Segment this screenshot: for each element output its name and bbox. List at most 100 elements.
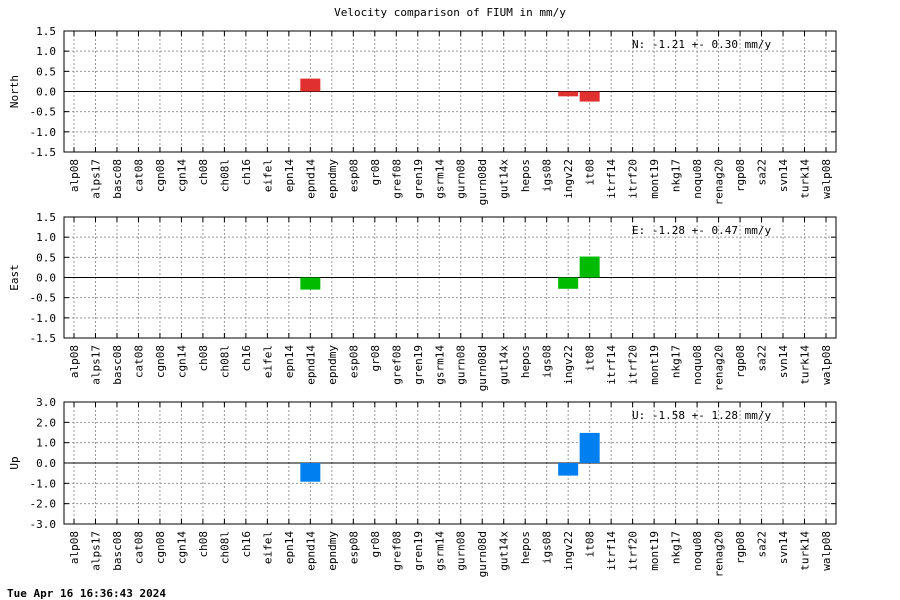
x-tick-label: rgp08	[734, 531, 747, 564]
x-tick-label: svn14	[777, 531, 790, 564]
x-tick-label: gurn08	[455, 159, 468, 199]
x-tick-label: walp08	[820, 345, 833, 385]
x-tick-label: ingv22	[562, 159, 575, 199]
x-tick-label: esp08	[347, 345, 360, 378]
x-tick-label: cat08	[132, 345, 145, 378]
stats-annotation: N: -1.21 +- 0.30 mm/y	[632, 38, 771, 51]
y-tick-label: 0.0	[36, 272, 56, 285]
x-tick-label: walp08	[820, 159, 833, 199]
x-tick-label: epndmy	[326, 345, 339, 385]
x-tick-label: noqu08	[691, 345, 704, 385]
y-tick-label: 1.0	[36, 231, 56, 244]
y-tick-label: 1.0	[36, 437, 56, 450]
x-tick-label: sa22	[756, 345, 769, 372]
x-tick-label: epn14	[283, 159, 296, 192]
x-tick-label: cgn08	[154, 159, 167, 192]
x-tick-label: mont19	[648, 531, 661, 571]
x-tick-label: it08	[584, 345, 597, 372]
x-tick-label: gurn08d	[476, 345, 489, 391]
x-tick-label: alp08	[68, 159, 81, 192]
x-tick-label: eifel	[261, 345, 274, 378]
x-tick-label: itrf20	[627, 531, 640, 571]
plot-frame	[63, 401, 837, 525]
bar-ingv22	[558, 463, 579, 476]
x-tick-label: rgp08	[734, 345, 747, 378]
x-tick-label: nkg17	[670, 159, 683, 192]
x-tick-label: renag20	[713, 159, 726, 205]
x-tick-label: itrf20	[627, 159, 640, 199]
x-tick-label: noqu08	[691, 531, 704, 571]
x-tick-label: gren19	[412, 531, 425, 571]
x-tick-label: gsrm14	[433, 531, 446, 571]
y-tick-label: 2.0	[36, 416, 56, 429]
x-tick-label: cgn14	[175, 345, 188, 378]
bar-it08	[579, 256, 600, 278]
x-tick-label: turk14	[799, 159, 812, 199]
x-tick-label: ch16	[240, 159, 253, 186]
bar-epnd14	[300, 277, 321, 290]
x-tick-label: ch08l	[218, 159, 231, 192]
y-tick-label: 1.5	[36, 211, 56, 224]
x-tick-label: igs08	[541, 159, 554, 192]
y-tick-label: -0.5	[30, 106, 57, 119]
bar-it08	[579, 432, 600, 463]
x-tick-label: epnd14	[304, 345, 317, 385]
y-tick-label: 1.5	[36, 25, 56, 38]
x-tick-label: it08	[584, 159, 597, 186]
x-tick-label: ch16	[240, 345, 253, 372]
x-tick-label: ch08l	[218, 531, 231, 564]
x-tick-label: epnd14	[304, 531, 317, 571]
x-tick-label: cat08	[132, 159, 145, 192]
x-tick-label: svn14	[777, 159, 790, 192]
x-tick-label: eifel	[261, 159, 274, 192]
x-tick-label: cgn08	[154, 531, 167, 564]
x-tick-label: hepos	[519, 531, 532, 564]
x-tick-label: sa22	[756, 531, 769, 558]
x-tick-label: gr08	[369, 159, 382, 186]
x-tick-label: mont19	[648, 159, 661, 199]
x-tick-label: renag20	[713, 345, 726, 391]
x-tick-label: hepos	[519, 159, 532, 192]
y-tick-label: -1.5	[30, 332, 57, 345]
x-tick-label: walp08	[820, 531, 833, 571]
panel-east: 1.5 1.0 0.5 0.0 -0.5 -1.0 -1.5 alp08 alps17 basc0…	[8, 211, 837, 391]
y-axis-label: East	[8, 264, 21, 291]
x-tick-label: basc08	[111, 531, 124, 571]
x-tick-label: gren19	[412, 345, 425, 385]
plot-frame	[63, 30, 837, 153]
x-tick-label: itrf14	[605, 159, 618, 199]
y-tick-label: -2.0	[30, 498, 57, 511]
x-tick-label: ingv22	[562, 345, 575, 385]
x-tick-label: gr08	[369, 531, 382, 558]
x-tick-label: ch08	[197, 159, 210, 186]
x-tick-label: esp08	[347, 159, 360, 192]
x-tick-label: basc08	[111, 345, 124, 385]
x-tick-label: basc08	[111, 159, 124, 199]
x-tick-label: cat08	[132, 531, 145, 564]
x-tick-label: nkg17	[670, 531, 683, 564]
y-axis-label: North	[8, 75, 21, 108]
chart-title: Velocity comparison of FIUM in mm/y	[334, 6, 566, 19]
x-tick-label: gsrm14	[433, 159, 446, 199]
x-tick-label: noqu08	[691, 159, 704, 199]
y-tick-label: -1.0	[30, 126, 57, 139]
x-tick-label: cgn14	[175, 159, 188, 192]
panel-north: 1.5 1.0 0.5 0.0 -0.5 -1.0 -1.5 alp08 alps17 basc0…	[8, 25, 837, 205]
x-tick-label: ch08l	[218, 345, 231, 378]
panel-up: 3.0 2.0 1.0 0.0 -1.0 -2.0 -3.0 alp08 alps17 basc0…	[8, 396, 837, 577]
x-tick-label: gut14x	[498, 159, 511, 199]
y-tick-label: -1.0	[30, 312, 57, 325]
stats-annotation: E: -1.28 +- 0.47 mm/y	[632, 224, 771, 237]
x-tick-label: ch08	[197, 345, 210, 372]
x-tick-label: turk14	[799, 531, 812, 571]
x-tick-label: mont19	[648, 345, 661, 385]
y-tick-label: 1.0	[36, 45, 56, 58]
x-tick-label: epnd14	[304, 159, 317, 199]
x-tick-label: epndmy	[326, 159, 339, 199]
y-axis-label: Up	[8, 456, 21, 469]
stats-annotation: U: -1.58 +- 1.28 mm/y	[632, 409, 771, 422]
bar-ingv22	[558, 277, 579, 289]
timestamp-footer: Tue Apr 16 16:36:43 2024	[7, 587, 166, 600]
x-tick-label: alp08	[68, 531, 81, 564]
x-tick-label: gut14x	[498, 531, 511, 571]
